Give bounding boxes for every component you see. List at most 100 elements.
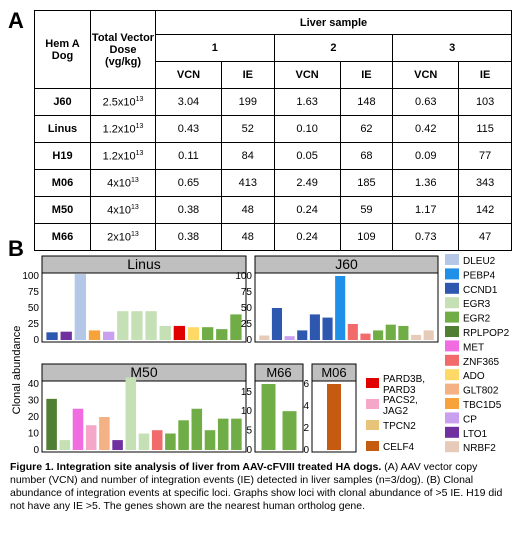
legend-label: CELF4	[383, 442, 415, 453]
dog-cell: M06	[34, 169, 91, 197]
dose-exponent: 13	[135, 122, 144, 130]
y-tick-label: 2	[303, 423, 309, 434]
legend-swatch	[445, 383, 459, 395]
ie-cell: 52	[220, 115, 275, 143]
y-tick-label: 5	[246, 426, 252, 437]
sample-2-header: 2	[273, 34, 394, 62]
legend-swatch	[445, 326, 459, 337]
legend-swatch	[445, 412, 459, 424]
vcn-cell: 0.24	[273, 196, 341, 224]
dose-base: 2x10	[107, 231, 132, 244]
clonal-abundance-charts: Clonal abundance Linus0255075100J6002550…	[11, 254, 510, 456]
chart-title: M66	[266, 365, 291, 380]
bar	[173, 325, 186, 340]
table-row: J60 2.5x1013 3.04 199 1.63 148 0.63 103	[34, 88, 512, 116]
legend-swatch	[445, 426, 459, 438]
ie-cell: 77	[458, 142, 512, 170]
ie-cell: 343	[458, 169, 512, 197]
bar	[373, 330, 384, 340]
bar	[284, 336, 295, 340]
chart-title-band	[254, 363, 304, 382]
legend-label: PACS2,	[383, 395, 418, 406]
ie-cell: 62	[339, 115, 394, 143]
dose-exponent: 13	[135, 95, 144, 103]
vcn-cell: 0.42	[392, 115, 460, 143]
y-tick-label: 50	[241, 303, 253, 314]
bar	[178, 420, 189, 450]
bar	[309, 314, 320, 340]
dose-exponent: 13	[131, 203, 139, 211]
legend-label: EGR3	[463, 299, 491, 310]
bar	[187, 327, 200, 340]
bar	[261, 384, 276, 450]
y-tick-label: 0	[246, 335, 252, 346]
bar	[385, 324, 396, 340]
dose-cell: 4x1013	[90, 196, 156, 224]
legend-label: ZNF365	[463, 357, 500, 368]
legend-swatch	[366, 378, 379, 388]
legend-label: PEBP4	[463, 270, 496, 281]
legend-swatch	[445, 369, 459, 381]
dog-header: Hem A Dog	[34, 10, 91, 89]
dose-cell: 2.5x1013	[90, 88, 156, 116]
dog-cell: Linus	[34, 115, 91, 143]
ie-cell: 47	[458, 223, 512, 251]
y-tick-label: 25	[28, 319, 40, 330]
ie-cell: 59	[339, 196, 394, 224]
legend-label: CCND1	[463, 285, 498, 296]
ie-cell: 413	[220, 169, 275, 197]
dose-exponent: 13	[131, 230, 139, 238]
legend-swatch	[366, 399, 379, 409]
ie-cell: 68	[339, 142, 394, 170]
legend-swatch	[366, 441, 379, 451]
y-tick-label: 15	[241, 387, 253, 398]
bar	[259, 335, 270, 340]
legend-label: RPLPOP2	[463, 328, 510, 339]
y-tick-label: 75	[28, 287, 40, 298]
table-row: Linus 1.2x1013 0.43 52 0.10 62 0.42 115	[34, 115, 512, 143]
chart-title-band	[41, 255, 247, 274]
legend-swatch	[445, 311, 459, 323]
bar	[102, 331, 115, 340]
vcn-cell: 1.36	[392, 169, 460, 197]
legend-genes: DLEU2 PEBP4 CCND1 EGR3 EGR2 RPLPOP2 MET ZNF365 A…	[445, 254, 510, 454]
bar	[159, 325, 171, 340]
bar	[282, 411, 297, 450]
bar	[322, 317, 333, 340]
ie-cell: 103	[458, 88, 512, 116]
ie-cell: 148	[339, 88, 394, 116]
chart-title: Linus	[127, 256, 160, 272]
bar	[74, 274, 87, 340]
bar	[112, 440, 123, 450]
bar	[46, 332, 58, 340]
bar	[297, 330, 308, 340]
ie-cell: 109	[339, 223, 394, 251]
vcn-cell: 0.09	[392, 142, 460, 170]
bar	[217, 418, 229, 450]
y-tick-label: 10	[28, 429, 40, 440]
ie-cell: 199	[220, 88, 275, 116]
dose-cell: 4x1013	[90, 169, 156, 197]
vcn-cell: 0.11	[155, 142, 222, 170]
vcn-cell: 0.38	[155, 196, 222, 224]
bar	[191, 408, 203, 450]
sample-3-header: 3	[392, 34, 512, 62]
panel-b-letter: B	[8, 236, 24, 261]
bar	[99, 417, 110, 450]
sample-1-header: 1	[155, 34, 275, 62]
legend-label: LTO1	[463, 429, 488, 440]
vcn-cell: 0.43	[155, 115, 222, 143]
bar	[423, 330, 434, 340]
bar	[151, 430, 163, 450]
legend-label: DLEU2	[463, 256, 496, 267]
legend-label: MET	[463, 342, 484, 353]
y-tick-label: 0	[246, 445, 252, 456]
bar	[59, 440, 71, 450]
legend-swatch	[445, 282, 459, 294]
vcn-cell: 2.49	[273, 169, 341, 197]
chart-j60: J60 0 25 50 75 100	[235, 255, 439, 346]
vcn-cell: 0.73	[392, 223, 460, 251]
legend-label: PARD3B,	[383, 374, 425, 385]
vcn-cell: 0.63	[392, 88, 460, 116]
legend-swatch	[445, 297, 459, 309]
